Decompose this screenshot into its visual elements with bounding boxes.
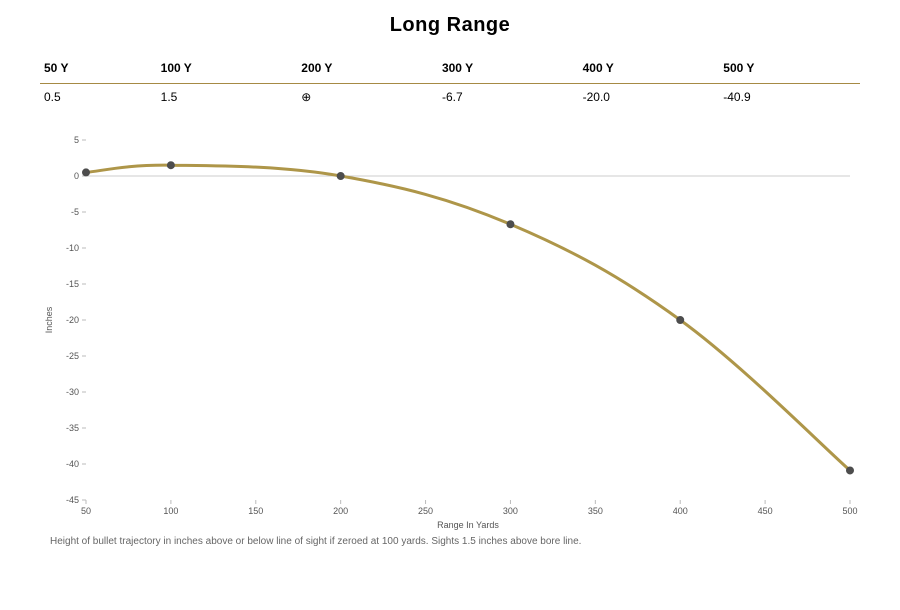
table-cell-zero: ⊕: [297, 84, 438, 113]
col-header: 400 Y: [579, 55, 720, 84]
svg-text:150: 150: [248, 506, 263, 516]
svg-text:400: 400: [673, 506, 688, 516]
col-header: 300 Y: [438, 55, 579, 84]
svg-text:250: 250: [418, 506, 433, 516]
svg-text:-25: -25: [66, 351, 79, 361]
table-cell: -20.0: [579, 84, 720, 113]
table-cell: -6.7: [438, 84, 579, 113]
table-cell: 0.5: [40, 84, 157, 113]
svg-text:50: 50: [81, 506, 91, 516]
svg-text:0: 0: [74, 171, 79, 181]
svg-text:-20: -20: [66, 315, 79, 325]
col-header: 500 Y: [719, 55, 860, 84]
svg-text:500: 500: [842, 506, 857, 516]
col-header: 200 Y: [297, 55, 438, 84]
table-row: 0.5 1.5 ⊕ -6.7 -20.0 -40.9: [40, 84, 860, 113]
crosshair-icon: ⊕: [301, 90, 311, 104]
svg-text:-5: -5: [71, 207, 79, 217]
svg-text:-45: -45: [66, 495, 79, 505]
svg-text:300: 300: [503, 506, 518, 516]
page-title: Long Range: [0, 0, 900, 47]
trajectory-chart: -45 -40 -35 -30 -25 -20 -15 -10 -5 0 5 Inches 50 100 1…: [40, 130, 860, 530]
svg-text:350: 350: [588, 506, 603, 516]
trajectory-table: 50 Y 100 Y 200 Y 300 Y 400 Y 500 Y 0.5 1…: [40, 55, 860, 112]
table-cell: -40.9: [719, 84, 860, 113]
svg-text:200: 200: [333, 506, 348, 516]
svg-text:Range In Yards: Range In Yards: [437, 520, 499, 530]
chart-caption: Height of bullet trajectory in inches ab…: [50, 536, 860, 547]
col-header: 100 Y: [157, 55, 298, 84]
svg-text:-40: -40: [66, 459, 79, 469]
chart-svg: -45 -40 -35 -30 -25 -20 -15 -10 -5 0 5 Inches 50 100 1…: [40, 130, 860, 530]
svg-text:-15: -15: [66, 279, 79, 289]
svg-text:450: 450: [758, 506, 773, 516]
svg-text:100: 100: [163, 506, 178, 516]
svg-text:Inches: Inches: [44, 306, 54, 333]
svg-text:-10: -10: [66, 243, 79, 253]
svg-text:5: 5: [74, 135, 79, 145]
svg-text:-35: -35: [66, 423, 79, 433]
col-header: 50 Y: [40, 55, 157, 84]
table-cell: 1.5: [157, 84, 298, 113]
svg-text:-30: -30: [66, 387, 79, 397]
trajectory-table-wrap: 50 Y 100 Y 200 Y 300 Y 400 Y 500 Y 0.5 1…: [40, 55, 860, 112]
table-header-row: 50 Y 100 Y 200 Y 300 Y 400 Y 500 Y: [40, 55, 860, 84]
